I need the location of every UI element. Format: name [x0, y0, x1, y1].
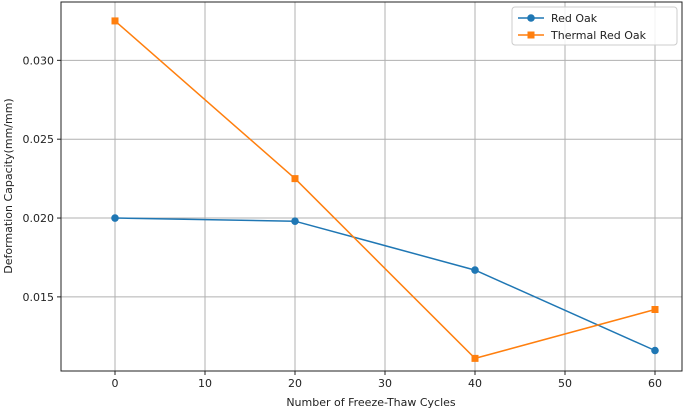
x-tick-label: 60 [648, 377, 662, 390]
legend-marker [527, 31, 535, 39]
legend-marker [527, 14, 535, 22]
x-tick-label: 50 [558, 377, 572, 390]
x-tick-label: 40 [468, 377, 482, 390]
legend-box [511, 6, 678, 46]
data-point [651, 346, 659, 355]
y-tick-label: 0.020 [23, 212, 55, 225]
x-tick-label: 10 [198, 377, 212, 390]
y-axis-ticks: 0.015 0.020 0.025 0.030 [23, 54, 61, 304]
y-tick-label: 0.015 [23, 291, 55, 304]
x-axis-ticks: 0 10 20 30 40 50 60 [112, 371, 662, 390]
data-point [111, 17, 119, 25]
x-tick-label: 20 [288, 377, 302, 390]
data-point [471, 266, 479, 274]
data-point [111, 214, 119, 222]
data-point [291, 175, 299, 183]
x-tick-label: 0 [112, 377, 119, 390]
x-tick-label: 30 [378, 377, 392, 390]
y-axis-label: Deformation Capacity(mm/mm) [2, 98, 15, 273]
legend-label: Thermal Red Oak [550, 29, 647, 42]
data-point [291, 217, 299, 225]
series-layer [111, 17, 659, 362]
series-line [114, 20, 656, 360]
plot-frame [60, 1, 683, 372]
data-point [471, 354, 479, 362]
legend-label: Red Oak [551, 12, 598, 25]
grid-lines [61, 2, 682, 371]
data-point [651, 306, 659, 313]
series-line [114, 217, 656, 352]
x-axis-label: Number of Freeze-Thaw Cycles [286, 396, 456, 409]
y-tick-label: 0.025 [23, 133, 55, 146]
y-tick-label: 0.030 [23, 54, 55, 67]
legend: Red Oak Thermal Red Oak [511, 6, 678, 46]
